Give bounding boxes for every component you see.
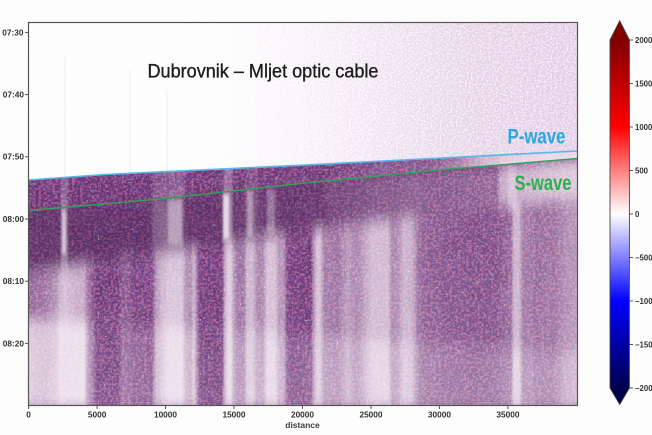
svg-text:15000: 15000 xyxy=(222,410,245,420)
svg-text:08:20: 08:20 xyxy=(3,338,25,348)
svg-text:08:00: 08:00 xyxy=(3,214,25,224)
svg-text:Dubrovnik – Mljet optic cable: Dubrovnik – Mljet optic cable xyxy=(148,61,379,83)
svg-text:30000: 30000 xyxy=(428,410,451,420)
svg-text:1000: 1000 xyxy=(635,123,652,132)
svg-text:−500: −500 xyxy=(635,253,652,262)
svg-text:0: 0 xyxy=(26,410,31,420)
svg-text:S-wave: S-wave xyxy=(515,172,572,195)
svg-text:−1500: −1500 xyxy=(635,340,652,349)
svg-text:0: 0 xyxy=(635,210,640,219)
svg-text:−2000: −2000 xyxy=(635,384,652,393)
svg-text:07:50: 07:50 xyxy=(3,152,25,162)
svg-text:5000: 5000 xyxy=(88,410,107,420)
svg-text:distance: distance xyxy=(285,420,320,430)
svg-text:07:30: 07:30 xyxy=(2,27,24,37)
svg-text:P-wave: P-wave xyxy=(508,126,566,149)
svg-text:25000: 25000 xyxy=(359,410,382,420)
svg-text:07:40: 07:40 xyxy=(3,90,25,100)
svg-text:500: 500 xyxy=(635,166,649,175)
svg-text:20000: 20000 xyxy=(291,410,314,420)
svg-text:08:10: 08:10 xyxy=(3,276,25,286)
svg-text:10000: 10000 xyxy=(154,410,177,420)
svg-text:−1000: −1000 xyxy=(635,297,652,306)
svg-text:35000: 35000 xyxy=(496,410,519,420)
svg-text:1500: 1500 xyxy=(635,79,652,88)
svg-text:2000: 2000 xyxy=(635,36,652,45)
